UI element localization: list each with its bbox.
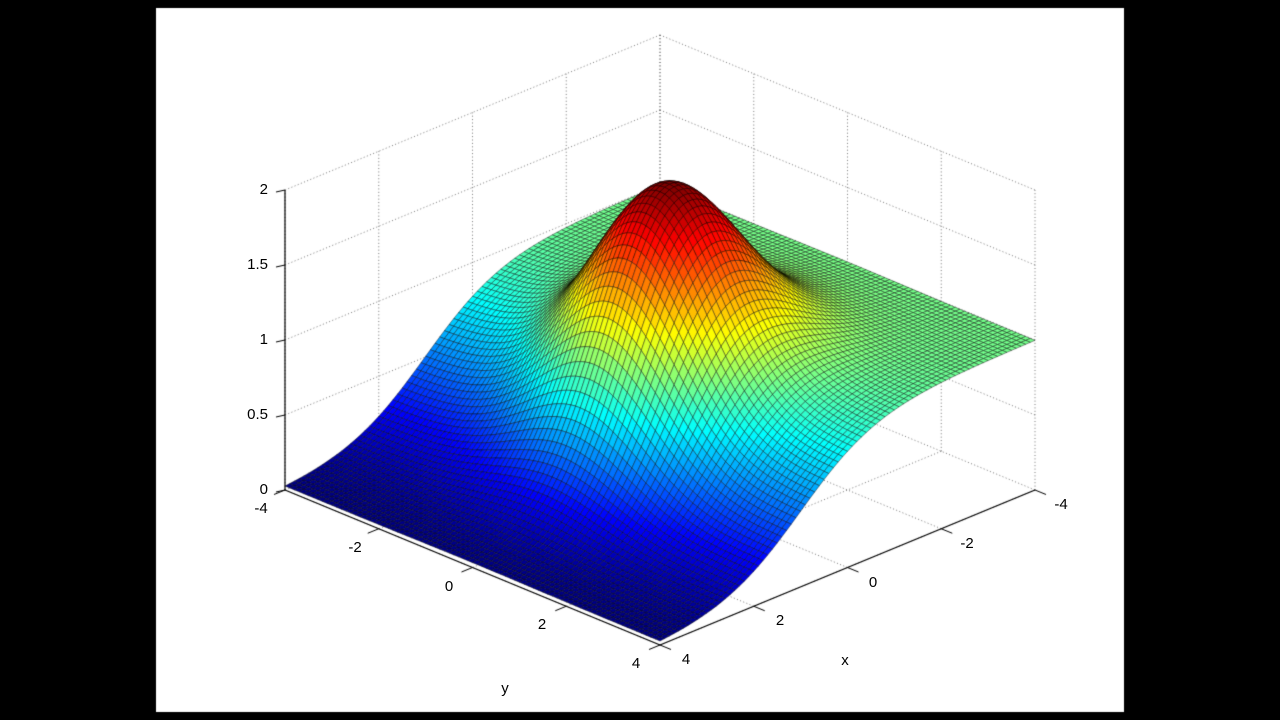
z-tick-label: 0 bbox=[259, 481, 268, 498]
z-tick-label: 1.5 bbox=[247, 256, 268, 273]
y-axis-label: y bbox=[501, 680, 509, 697]
x-tick-label: 0 bbox=[868, 574, 878, 591]
y-tick-label: -4 bbox=[254, 500, 268, 517]
x-tick-label: -4 bbox=[1054, 496, 1068, 513]
y-tick-label: 0 bbox=[444, 578, 454, 595]
z-tick-label: 2 bbox=[259, 181, 268, 198]
z-tick-label: 0.5 bbox=[247, 406, 268, 423]
y-tick-label: 2 bbox=[537, 616, 547, 633]
y-tick-label: -2 bbox=[348, 539, 362, 556]
x-tick-label: 4 bbox=[681, 651, 691, 668]
z-tick-label: 1 bbox=[259, 331, 268, 348]
x-tick-label: 2 bbox=[775, 612, 785, 629]
x-tick-label: -2 bbox=[960, 535, 974, 552]
y-tick-label: 4 bbox=[631, 655, 641, 672]
x-axis-label: x bbox=[841, 652, 849, 669]
